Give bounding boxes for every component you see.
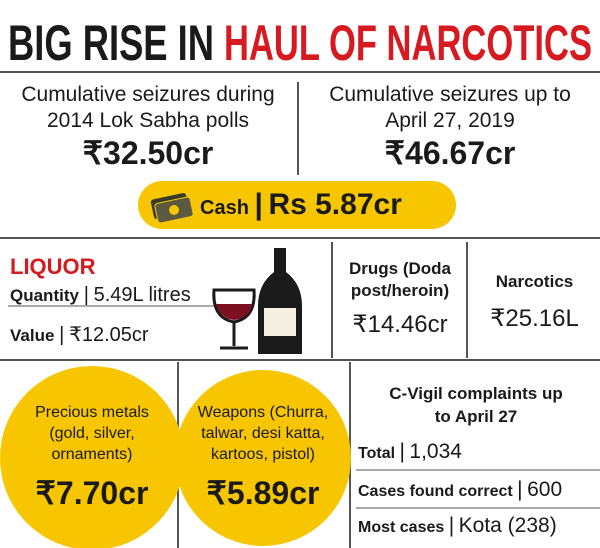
- label-line: Cumulative seizures up to: [329, 83, 571, 106]
- row-value: 1,034: [409, 440, 462, 463]
- row-label: Value: [10, 326, 55, 345]
- label-line: Precious metals: [35, 404, 149, 421]
- wine-glass: [212, 288, 256, 350]
- cash-pill: [138, 181, 456, 229]
- cvigil-row: Total | 1,034: [358, 440, 462, 464]
- row-value: Kota (238): [458, 514, 557, 537]
- bottle: [258, 248, 302, 354]
- label-line: post/heroin): [350, 281, 450, 300]
- separator: |: [448, 514, 455, 537]
- seizure-label: Cumulative seizures up to April 27, 2019: [300, 82, 600, 134]
- drugs-label: Drugs (Doda post/heroin): [334, 258, 466, 302]
- drugs-amount: ₹14.46cr: [352, 311, 448, 338]
- metals-circle: [0, 366, 184, 548]
- row-value: 600: [527, 478, 563, 501]
- row-label: Cases found correct: [358, 483, 513, 500]
- weapons-amount: ₹5.89cr: [206, 475, 320, 511]
- narcotics-amount: ₹25.16L: [490, 305, 579, 332]
- label-line: kartoos, pistol): [210, 446, 316, 463]
- row-value: ₹12.05cr: [69, 324, 149, 346]
- seizure-amount: ₹32.50cr: [82, 135, 214, 171]
- weapons-label: Weapons (Churra, talwar, desi katta, karto…: [175, 402, 351, 465]
- label-line: April 27, 2019: [385, 109, 515, 132]
- metals-amount: ₹7.70cr: [35, 475, 149, 511]
- separator: |: [83, 284, 89, 306]
- title-red: HAUL OF NARCOTICS: [224, 15, 592, 71]
- metals-label: Precious metals (gold, silver, ornaments): [0, 402, 184, 465]
- separator: |: [59, 324, 65, 346]
- liquor-title: LIQUOR: [10, 254, 96, 279]
- label-line: 2014 Lok Sabha polls: [47, 109, 249, 132]
- seizure-label: Cumulative seizures during 2014 Lok Sabha…: [0, 82, 296, 134]
- label-line: to April 27: [434, 407, 518, 426]
- label-line: Drugs (Doda: [349, 259, 451, 278]
- separator: |: [399, 440, 405, 463]
- row-value: 5.49L litres: [93, 284, 191, 306]
- label-line: talwar, desi katta,: [201, 425, 325, 442]
- cvigil-row: Most cases | Kota (238): [358, 514, 557, 538]
- narcotics-label: Narcotics: [495, 272, 574, 291]
- label-line: Weapons (Churra,: [197, 404, 329, 421]
- label-line: (gold, silver,: [49, 425, 135, 442]
- cash-icon: [150, 193, 194, 224]
- row-label: Most cases: [358, 519, 445, 536]
- label-line: C-Vigil complaints up: [389, 384, 563, 403]
- label-line: ornaments): [51, 446, 133, 463]
- cvigil-row: Cases found correct | 600: [358, 478, 562, 502]
- separator: |: [517, 478, 523, 501]
- cash-label: Cash: [200, 197, 249, 219]
- weapons-circle: [175, 370, 351, 546]
- cash-amount: Rs 5.87cr: [268, 188, 402, 221]
- title-black: BIG RISE IN: [8, 15, 214, 71]
- separator: |: [254, 188, 263, 221]
- seizure-amount: ₹46.67cr: [384, 135, 516, 171]
- cash-text: Cash | Rs 5.87cr: [200, 186, 402, 227]
- liquor-row: Quantity | 5.49L litres: [10, 284, 191, 307]
- cvigil-title: C-Vigil complaints up to April 27: [352, 382, 600, 428]
- row-label: Quantity: [10, 286, 79, 305]
- label-line: Cumulative seizures during: [21, 83, 275, 106]
- liquor-row: Value | ₹12.05cr: [10, 322, 149, 347]
- row-label: Total: [358, 445, 396, 462]
